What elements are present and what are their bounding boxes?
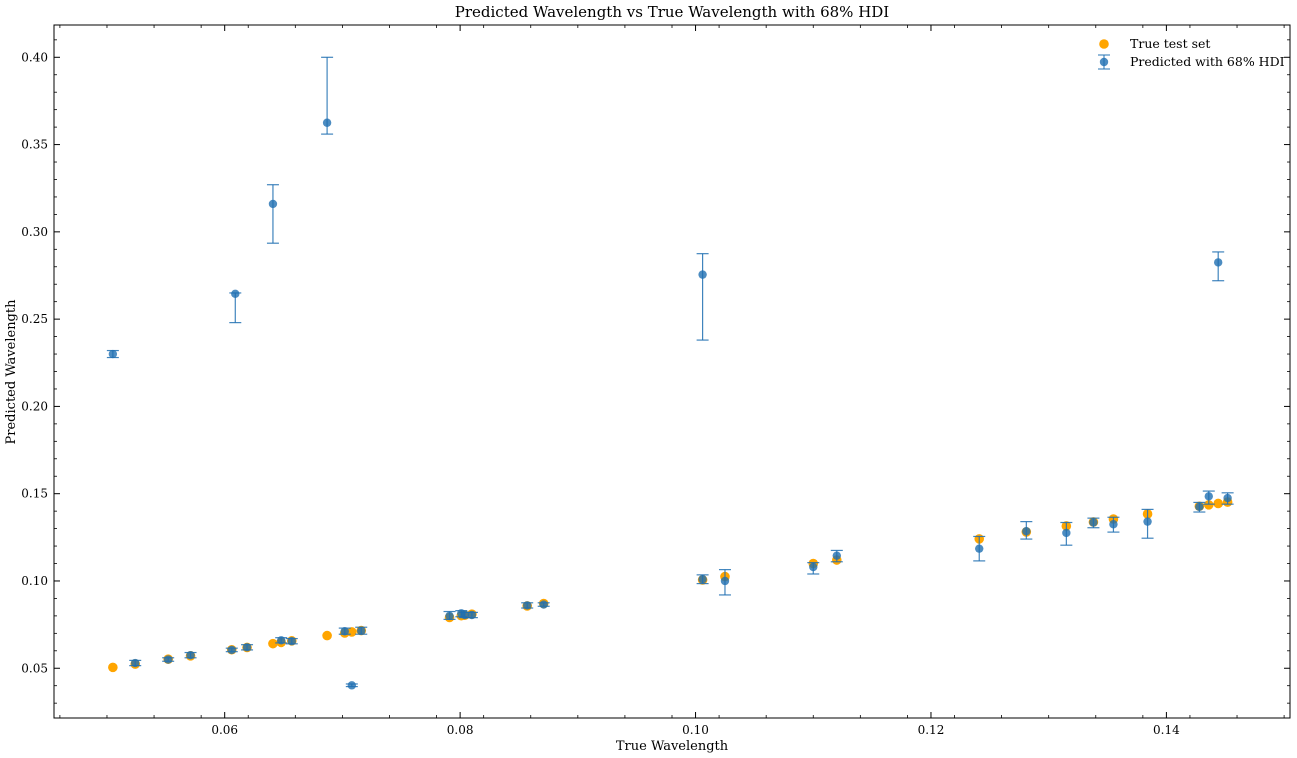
predicted-marker-29 [1109, 520, 1118, 529]
predicted-point-1 [129, 658, 142, 668]
predicted-point-8 [275, 636, 288, 645]
predicted-marker-34 [1223, 493, 1232, 503]
true-point-6 [268, 638, 278, 649]
predicted-marker-12 [347, 681, 357, 690]
predicted-point-5 [229, 289, 242, 324]
predicted-marker-10 [322, 118, 332, 127]
axes: 0.06 0.08 0.10 0.12 0.14 0.05 0.10 0.15 0.20 0.25… [21, 24, 1291, 737]
predicted-marker-25 [975, 544, 984, 553]
predicted-marker-1 [131, 658, 140, 668]
predicted-marker-8 [276, 636, 286, 645]
predicted-point-25 [973, 535, 986, 562]
predicted-marker-23 [809, 562, 818, 572]
predicted-point-3 [184, 650, 197, 660]
predicted-point-28 [1087, 517, 1100, 529]
predicted-point-7 [266, 184, 279, 244]
predicted-marker-32 [1204, 492, 1213, 501]
legend-true-label: True test set [1130, 36, 1210, 51]
predicted-point-31 [1193, 501, 1206, 513]
predicted-marker-27 [1062, 528, 1071, 538]
predicted-marker-19 [539, 600, 548, 609]
predicted-point-14 [443, 610, 456, 621]
predicted-marker-0 [108, 349, 118, 359]
y-tick-label-1: 0.10 [21, 574, 48, 588]
y-tick-label-5: 0.30 [21, 225, 48, 239]
predicted-marker-3 [186, 650, 195, 660]
y-tick-label-4: 0.25 [21, 312, 48, 326]
predicted-marker-11 [340, 627, 349, 636]
predicted-point-17 [465, 610, 478, 620]
predicted-marker-5 [231, 289, 240, 299]
predicted-marker-30 [1143, 517, 1152, 526]
y-tick-label-2: 0.15 [21, 487, 48, 501]
predicted-point-21 [696, 253, 709, 341]
predicted-marker-7 [268, 199, 278, 209]
y-axis-label: Predicted Wavelength [4, 299, 19, 445]
legend-predicted-label: Predicted with 68% HDI [1130, 54, 1285, 69]
predicted-point-24 [830, 549, 843, 563]
predicted-marker-22 [720, 576, 730, 586]
y-tick-label-6: 0.35 [21, 138, 48, 152]
predicted-point-30 [1141, 508, 1154, 539]
predicted-point-11 [338, 627, 351, 636]
predicted-marker-6 [242, 643, 252, 652]
y-tick-label-7: 0.40 [21, 50, 48, 64]
predicted-point-34 [1221, 492, 1234, 505]
predicted-marker-13 [357, 626, 366, 635]
predicted-point-20 [696, 574, 709, 585]
predicted-point-6 [241, 643, 254, 652]
predicted-point-22 [718, 569, 731, 596]
predicted-point-33 [1212, 251, 1225, 282]
predicted-point-27 [1060, 521, 1073, 546]
predicted-point-29 [1107, 516, 1120, 533]
y-tick-label-3: 0.20 [21, 399, 48, 413]
true-point-9 [322, 630, 332, 641]
x-tick-label-2: 0.10 [682, 723, 709, 737]
predicted-marker-9 [287, 636, 296, 646]
predicted-point-2 [162, 655, 175, 664]
true-point-30 [1203, 500, 1214, 510]
true-point-31 [1213, 498, 1223, 509]
chart-title: Predicted Wavelength vs True Wavelength … [455, 3, 890, 21]
predicted-point-18 [521, 601, 534, 610]
predicted-marker-20 [698, 575, 707, 584]
predicted-point-32 [1202, 490, 1215, 505]
predicted-marker-17 [467, 610, 477, 620]
predicted-marker-21 [698, 270, 707, 279]
y-tick-label-0: 0.05 [21, 661, 48, 675]
predicted-marker-28 [1089, 518, 1098, 527]
legend-true-marker [1099, 39, 1109, 49]
true-point-0 [108, 662, 118, 673]
predicted-marker-31 [1195, 502, 1204, 511]
predicted-point-12 [345, 681, 358, 690]
predicted-point-23 [807, 562, 820, 575]
x-tick-label-0: 0.06 [211, 723, 238, 737]
predicted-marker-4 [227, 645, 236, 655]
x-tick-label-3: 0.12 [918, 723, 945, 737]
predicted-point-13 [355, 626, 368, 635]
predicted-marker-14 [445, 611, 454, 621]
predicted-marker-18 [523, 601, 532, 610]
predicted-point-26 [1020, 521, 1033, 540]
legend: True test set Predicted with 68% HDI [1098, 36, 1285, 70]
plot-frame [53, 24, 1291, 719]
predicted-point-0 [106, 349, 119, 359]
predicted-marker-33 [1213, 258, 1223, 267]
predicted-point-10 [321, 56, 334, 135]
predicted-point-4 [225, 645, 238, 655]
x-tick-label-1: 0.08 [447, 723, 474, 737]
legend-predicted-marker [1098, 54, 1110, 70]
predicted-marker-26 [1022, 527, 1031, 536]
x-axis-label: True Wavelength [616, 739, 729, 754]
predicted-point-9 [285, 636, 298, 646]
predicted-point-19 [537, 600, 550, 609]
x-tick-label-4: 0.14 [1153, 723, 1180, 737]
predicted-marker-2 [163, 655, 173, 664]
predicted-marker-24 [832, 551, 841, 560]
plot-area [106, 56, 1234, 690]
